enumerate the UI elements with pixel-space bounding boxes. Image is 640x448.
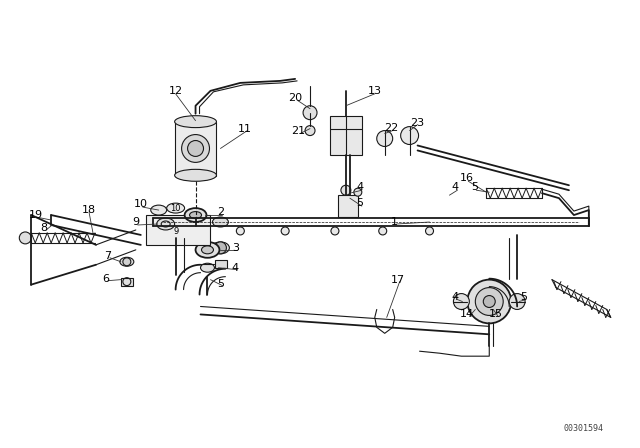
Text: 2: 2 [217,207,224,217]
Text: 22: 22 [385,123,399,133]
Text: 5: 5 [471,182,478,192]
Circle shape [331,227,339,235]
Ellipse shape [151,205,166,215]
Circle shape [453,293,469,310]
Circle shape [467,280,511,323]
Text: 5: 5 [217,279,224,289]
Bar [338,195,358,217]
Text: 20: 20 [288,93,302,103]
Circle shape [182,134,209,162]
Circle shape [305,125,315,136]
Circle shape [509,293,525,310]
Circle shape [19,232,31,244]
Ellipse shape [200,263,214,272]
Text: 5: 5 [520,292,527,302]
Text: 16: 16 [460,173,474,183]
Text: 10: 10 [134,199,148,209]
Bar [216,260,227,268]
Ellipse shape [211,242,229,254]
Circle shape [214,242,227,254]
Bar [330,116,362,155]
Circle shape [426,227,433,235]
Text: 9: 9 [132,217,140,227]
Text: 15: 15 [489,310,503,319]
Circle shape [281,227,289,235]
Circle shape [191,227,200,235]
Circle shape [188,141,204,156]
Text: 6: 6 [102,274,109,284]
Ellipse shape [189,211,202,219]
Circle shape [483,296,495,307]
Circle shape [236,227,244,235]
Circle shape [379,227,387,235]
Text: 7: 7 [104,251,111,261]
Text: 5: 5 [356,198,364,208]
Circle shape [377,130,393,146]
Ellipse shape [184,208,207,222]
Bar [175,122,216,177]
Ellipse shape [166,227,186,237]
Circle shape [341,185,351,195]
Circle shape [303,106,317,120]
Circle shape [354,188,362,196]
Text: 4: 4 [356,182,364,192]
Text: 23: 23 [410,118,424,128]
Ellipse shape [166,203,184,213]
Text: 12: 12 [168,86,182,96]
Circle shape [401,127,419,145]
Text: 14: 14 [460,310,474,319]
Bar [121,278,133,286]
Text: 3: 3 [232,243,239,253]
Text: 10: 10 [170,203,181,213]
Circle shape [476,288,503,315]
Text: 4: 4 [232,263,239,273]
Text: 19: 19 [29,210,44,220]
Ellipse shape [120,257,134,266]
Bar [146,215,211,245]
Text: 11: 11 [238,124,252,134]
Circle shape [123,258,131,266]
Ellipse shape [212,217,228,227]
Text: 13: 13 [368,86,382,96]
Text: 00301594: 00301594 [564,424,604,433]
Text: 17: 17 [390,275,404,284]
Ellipse shape [175,116,216,128]
Text: 18: 18 [82,205,96,215]
Ellipse shape [175,169,216,181]
Ellipse shape [157,218,175,230]
Ellipse shape [196,242,220,258]
Text: 21: 21 [291,125,305,136]
Text: 4: 4 [452,182,459,192]
Text: 1: 1 [391,217,398,227]
Text: 8: 8 [40,223,48,233]
Text: 4: 4 [452,292,459,302]
Ellipse shape [202,246,214,254]
Text: 9: 9 [173,228,179,237]
